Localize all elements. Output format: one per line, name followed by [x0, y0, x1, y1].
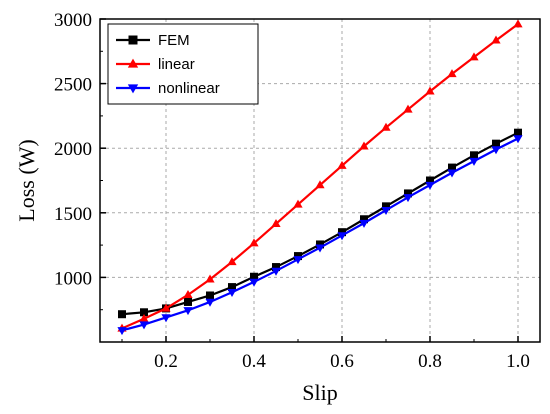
legend-label: linear: [158, 56, 195, 73]
data-point: [381, 207, 391, 216]
data-point: [426, 176, 434, 185]
data-point: [250, 272, 258, 281]
data-point: [404, 189, 412, 198]
y-tick-label: 2000: [54, 139, 92, 160]
data-point: [425, 86, 435, 95]
data-point: [127, 58, 139, 68]
data-point: [315, 180, 325, 189]
series-line: [121, 131, 519, 316]
data-point: [359, 219, 369, 228]
data-point: [128, 35, 138, 45]
data-point: [161, 303, 171, 312]
legend-item-linear: linear: [116, 56, 195, 73]
data-point: [448, 163, 456, 172]
data-point: [206, 291, 214, 300]
data-point: [316, 240, 324, 249]
data-point: [513, 135, 523, 144]
y-tick-label: 2500: [54, 75, 92, 96]
series-layer: [117, 19, 523, 336]
data-point: [139, 313, 149, 322]
data-point: [491, 146, 501, 155]
data-point: [469, 157, 479, 166]
legend-label: nonlinear: [158, 80, 220, 97]
data-point: [360, 215, 368, 224]
data-point: [293, 199, 303, 208]
data-point: [425, 181, 435, 190]
legend-item-nonlinear: nonlinear: [116, 80, 220, 97]
legend-label: FEM: [158, 32, 190, 49]
data-point: [205, 274, 215, 283]
data-point: [227, 257, 237, 266]
series-line: [121, 137, 519, 332]
data-point: [470, 151, 478, 160]
data-point: [184, 297, 192, 306]
data-point: [127, 84, 139, 94]
x-tick-label: 0.2: [154, 351, 178, 372]
data-point: [359, 141, 369, 150]
x-tick-label: 0.6: [330, 351, 354, 372]
data-point: [469, 52, 479, 61]
data-point: [205, 298, 215, 307]
data-point: [403, 104, 413, 113]
data-point: [139, 321, 149, 330]
data-point: [382, 202, 390, 211]
data-point: [381, 122, 391, 131]
legend: FEM linear nonlinear: [107, 23, 259, 105]
data-point: [514, 128, 522, 137]
data-point: [491, 35, 501, 44]
x-tick-label: 1.0: [506, 351, 530, 372]
data-point: [293, 256, 303, 265]
axes: 0.2 0.4 0.6 0.8 1.0 1000 1500 2000 2500 3000: [54, 10, 530, 372]
data-point: [272, 263, 280, 272]
y-axis-title: Loss (W): [14, 139, 39, 221]
series-nonlinear: [117, 135, 523, 336]
data-point: [271, 267, 281, 276]
data-point: [338, 228, 346, 237]
data-point: [447, 169, 457, 178]
data-point: [161, 314, 171, 323]
y-tick-label: 1000: [54, 268, 92, 289]
data-point: [140, 308, 148, 317]
legend-item-fem: FEM: [116, 32, 190, 49]
data-point: [513, 19, 523, 28]
y-tick-label: 1500: [54, 204, 92, 225]
data-point: [249, 238, 259, 247]
x-tick-label: 0.4: [242, 351, 266, 372]
x-axis-title: Slip: [302, 380, 337, 405]
data-point: [249, 278, 259, 287]
data-point: [447, 69, 457, 78]
data-point: [337, 160, 347, 169]
y-tick-label: 3000: [54, 10, 92, 31]
data-point: [271, 218, 281, 227]
x-tick-label: 0.8: [418, 351, 442, 372]
data-point: [228, 283, 236, 292]
data-point: [227, 289, 237, 298]
series-fem: [118, 128, 522, 319]
data-point: [337, 232, 347, 241]
data-point: [403, 194, 413, 203]
data-point: [183, 307, 193, 316]
data-point: [315, 244, 325, 253]
data-point: [492, 139, 500, 148]
data-point: [294, 252, 302, 261]
data-point: [118, 310, 126, 319]
data-point: [117, 327, 127, 336]
data-point: [183, 290, 193, 299]
